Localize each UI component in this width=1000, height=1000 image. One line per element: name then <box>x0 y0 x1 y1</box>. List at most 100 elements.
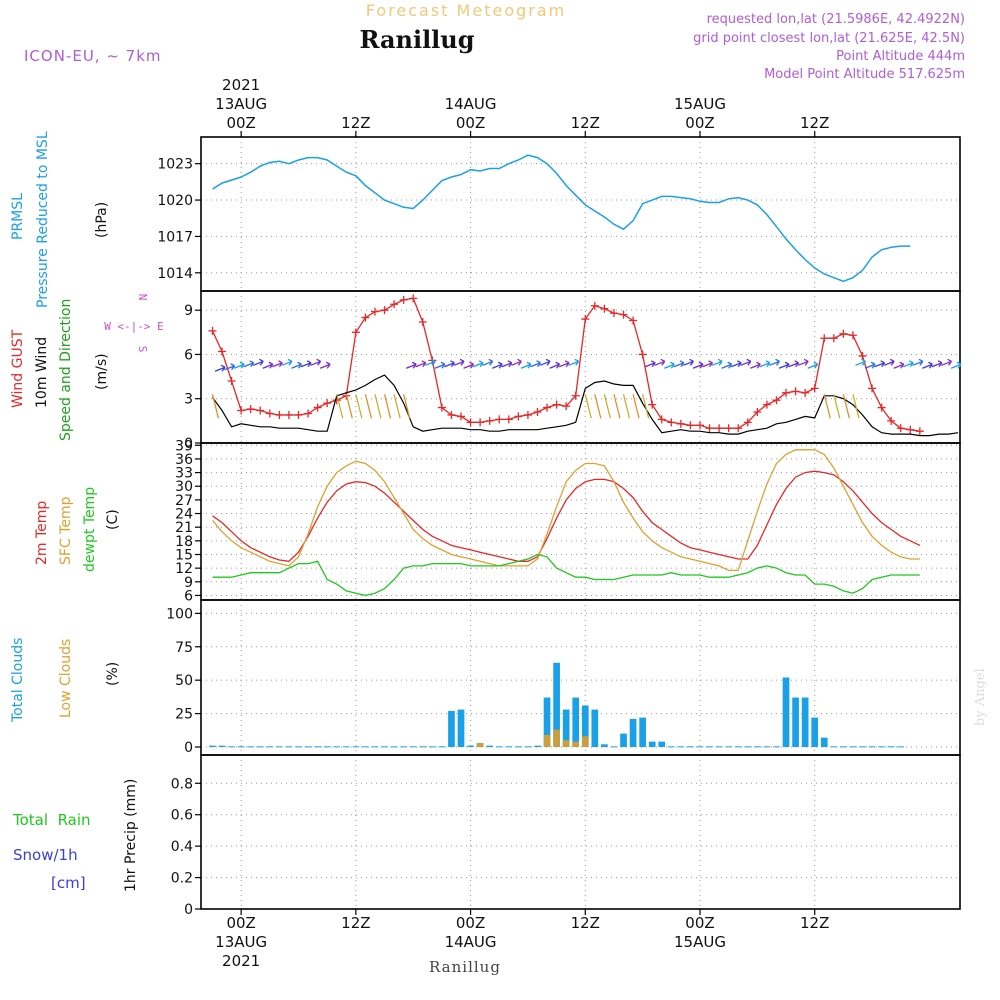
wind-direction-arrow <box>300 360 312 368</box>
total-cloud-bar <box>706 746 713 748</box>
total-cloud-bar <box>696 746 704 748</box>
y-tick-label: 0 <box>184 436 193 452</box>
wind-direction-arrow <box>214 364 226 372</box>
y-tick-label: 12 <box>175 561 193 577</box>
wind-gust-marker <box>896 424 905 433</box>
total-cloud-bar <box>572 697 580 747</box>
wind-direction-arrow <box>912 358 924 366</box>
time-axis-label: 00Z <box>456 914 485 932</box>
total-cloud-bar <box>448 710 455 747</box>
wind-direction-arrow <box>855 358 867 366</box>
wind-direction-arrow <box>383 394 392 419</box>
wind-gust-marker <box>514 412 523 421</box>
wind-gust-marker <box>676 419 685 428</box>
wind-direction-arrow <box>530 360 542 368</box>
wind-gust-marker <box>208 326 217 335</box>
wind-gust-marker <box>476 418 485 427</box>
wind-gust-label: Wind GUST <box>10 329 26 408</box>
wind-direction-arrow <box>842 394 850 419</box>
wind-gust-marker <box>868 384 877 393</box>
wind-gust-marker <box>820 334 829 343</box>
low-cloud-bar <box>581 736 589 747</box>
total-cloud-bar <box>868 746 876 748</box>
wind-direction-arrow <box>272 360 283 368</box>
wind-direction-arrow <box>759 360 771 368</box>
wind-gust-marker <box>762 400 771 409</box>
total-cloud-bar <box>897 746 905 748</box>
wind-gust-marker <box>361 313 370 322</box>
wind-direction-arrow <box>345 394 353 419</box>
y-tick-label: 0.8 <box>171 776 193 792</box>
wind-gust-marker <box>609 309 618 318</box>
y-tick-label: 21 <box>175 520 193 536</box>
wind-direction-arrow <box>262 361 274 369</box>
point-altitude: Point Altitude 444m <box>836 49 965 64</box>
wind-direction-arrow <box>654 358 666 366</box>
total-cloud-bar <box>495 746 503 748</box>
total-cloud-bar <box>648 741 656 747</box>
wind-gust-marker <box>915 427 924 436</box>
total-cloud-bar <box>763 746 771 748</box>
total-cloud-bar <box>256 746 264 748</box>
wind-direction-arrow <box>233 361 245 369</box>
wind-direction-arrow <box>883 358 895 366</box>
total-cloud-bar <box>515 746 522 748</box>
total-cloud-bar <box>352 746 360 748</box>
wind-gust-marker <box>877 403 886 412</box>
total-cloud-bar <box>859 746 866 748</box>
total-cloud-bar <box>620 733 627 747</box>
y-tick-label: 36 <box>175 452 193 468</box>
y-tick-label: 50 <box>175 673 193 689</box>
total-cloud-bar <box>400 746 408 748</box>
total-cloud-bar <box>792 697 799 747</box>
footer-location: Ranillug <box>429 958 501 976</box>
y-tick-label: 0.2 <box>171 871 193 887</box>
wind-direction-arrow <box>511 358 522 366</box>
wind-direction-arrow <box>642 394 650 419</box>
wind-direction-arrow <box>472 360 484 368</box>
total-cloud-bar <box>744 746 752 748</box>
time-axis-label: 00Z <box>456 114 485 132</box>
wind-direction-arrow <box>319 361 331 369</box>
total-cloud-bar <box>610 746 618 748</box>
wind-gust-marker <box>829 334 838 343</box>
wind-gust-marker <box>772 396 781 405</box>
wind-direction-arrow <box>415 360 427 368</box>
time-axis-label: 15AUG <box>674 933 726 951</box>
temp-sfc-label: SFC Temp <box>58 496 74 565</box>
wind-gust-marker <box>370 307 379 316</box>
wind-gust-marker <box>801 388 810 397</box>
clouds-unit-label: (%) <box>105 662 121 686</box>
total-cloud-bar <box>486 745 494 747</box>
wind-gust-marker <box>418 317 427 326</box>
wind-direction-arrow <box>740 358 752 366</box>
wind-gust-marker <box>657 415 666 424</box>
compass-south: S <box>136 346 149 353</box>
wind-gust-marker <box>390 300 399 309</box>
total-cloud-bar <box>562 709 570 747</box>
y-tick-label: 39 <box>175 438 193 454</box>
total-cloud-bar <box>820 737 828 747</box>
total-cloud-bar <box>285 746 293 748</box>
location-title: Ranillug <box>359 25 474 54</box>
wind-direction-arrow <box>405 361 417 369</box>
wind-gust-marker <box>495 415 504 424</box>
time-axis-label: 12Z <box>571 114 600 132</box>
total-cloud-bar <box>524 746 532 748</box>
grid-point-coords: grid point closest lon,lat (21.625E, 42.… <box>693 31 965 46</box>
total-cloud-bar <box>639 717 646 747</box>
wind-gust-marker <box>265 409 274 418</box>
wind-direction-arrow <box>594 394 602 419</box>
wind-direction-arrow <box>788 360 800 368</box>
total-cloud-bar <box>428 746 436 748</box>
temp-2m-label: 2m Temp <box>34 501 50 565</box>
wind-direction-arrow <box>769 358 780 366</box>
total-cloud-bar <box>830 746 838 748</box>
wind-gust-marker <box>304 409 313 418</box>
requested-coords: requested lon,lat (21.5986E, 42.4922N) <box>707 12 965 27</box>
wind-gust-marker <box>284 410 293 419</box>
total-cloud-bar <box>887 746 895 748</box>
